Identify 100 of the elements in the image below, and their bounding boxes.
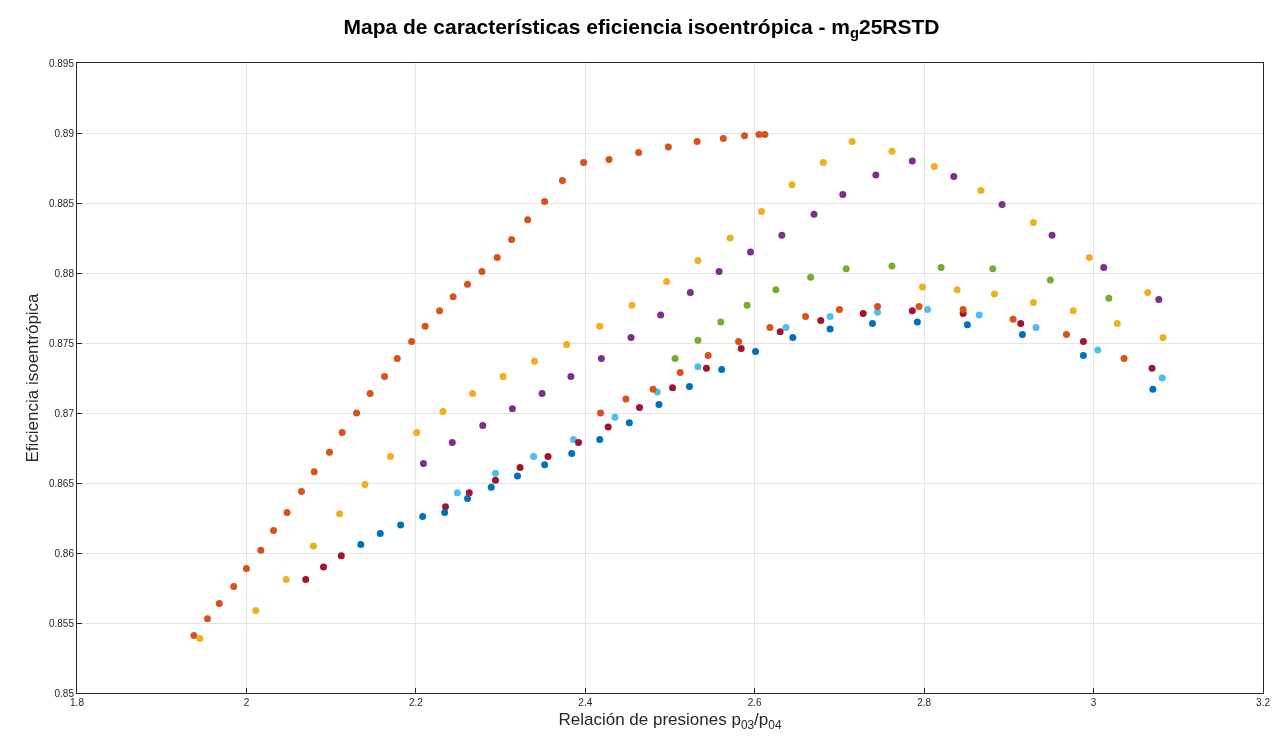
point — [190, 632, 198, 640]
y-tick-label: 0.87 — [54, 407, 75, 419]
point — [605, 156, 613, 164]
point — [635, 149, 643, 157]
point — [704, 352, 712, 360]
point — [580, 158, 588, 166]
point — [568, 450, 576, 458]
point — [918, 283, 926, 291]
point — [778, 231, 786, 239]
point — [664, 143, 672, 151]
point — [953, 286, 961, 294]
point — [270, 527, 278, 535]
point — [782, 324, 790, 332]
point — [625, 419, 633, 427]
point — [1113, 319, 1121, 327]
point — [761, 130, 769, 138]
y-tick-label: 0.88 — [54, 267, 75, 279]
point — [835, 305, 843, 313]
point — [663, 277, 671, 285]
x-tick-label: 1.8 — [70, 697, 85, 708]
point — [874, 308, 882, 316]
point — [436, 307, 444, 315]
point — [464, 280, 472, 288]
point — [694, 363, 702, 371]
y-tick-label: 0.86 — [54, 547, 75, 559]
point — [538, 389, 546, 397]
point — [1032, 324, 1040, 332]
point — [1079, 352, 1087, 360]
point — [1048, 231, 1056, 239]
point — [1017, 319, 1025, 327]
point — [453, 489, 461, 497]
point — [464, 494, 472, 502]
x-axis-title: Relación de presiones p$_{03}$/p$_{04}$ — [558, 710, 782, 732]
point — [998, 200, 1006, 208]
point — [888, 147, 896, 155]
point — [336, 510, 344, 518]
point — [622, 395, 630, 403]
point — [203, 615, 211, 623]
point — [567, 373, 575, 381]
point — [361, 480, 369, 488]
point — [977, 186, 985, 194]
point — [669, 384, 677, 392]
point — [950, 172, 958, 180]
point — [628, 301, 636, 309]
point — [807, 273, 815, 281]
point — [908, 307, 916, 315]
point — [310, 468, 318, 476]
point — [1105, 294, 1113, 302]
point — [491, 476, 499, 484]
point — [746, 248, 754, 256]
point — [596, 322, 604, 330]
point — [366, 389, 374, 397]
point — [442, 503, 450, 511]
point — [282, 576, 290, 584]
point — [297, 487, 305, 495]
point — [530, 452, 538, 460]
point — [826, 325, 834, 333]
point — [302, 576, 310, 584]
point — [597, 409, 605, 417]
point — [718, 366, 726, 374]
point — [913, 318, 921, 326]
point — [735, 338, 743, 346]
point — [252, 606, 260, 614]
point — [465, 489, 473, 497]
point — [717, 318, 725, 326]
point — [381, 373, 389, 381]
y-tick-label: 0.895 — [48, 57, 75, 69]
point — [685, 382, 693, 390]
point — [802, 312, 810, 320]
point — [448, 438, 456, 446]
point — [868, 319, 876, 327]
chart-title: Mapa de características eficiencia isoentrópica - m$_{g}$25RSTD — [343, 14, 940, 42]
point — [959, 305, 967, 313]
y-tick-label: 0.865 — [48, 477, 75, 489]
y-tick-label: 0.85 — [54, 687, 75, 699]
point — [478, 268, 486, 276]
point — [1029, 298, 1037, 306]
point — [353, 409, 361, 417]
point — [888, 262, 896, 270]
point — [755, 130, 763, 138]
point — [283, 508, 291, 516]
point — [393, 354, 401, 362]
point — [726, 234, 734, 242]
point — [776, 328, 784, 336]
point — [397, 521, 405, 529]
x-tick-label: 2 — [243, 697, 250, 708]
point — [788, 181, 796, 189]
point — [596, 436, 604, 444]
point — [874, 303, 882, 311]
point — [597, 354, 605, 362]
point — [810, 210, 818, 218]
point — [1120, 354, 1128, 362]
point — [1144, 289, 1152, 297]
point — [1079, 338, 1087, 346]
point — [842, 265, 850, 273]
point — [975, 311, 983, 319]
point — [989, 265, 997, 273]
point — [826, 312, 834, 320]
point — [817, 317, 825, 325]
point — [1018, 331, 1026, 339]
